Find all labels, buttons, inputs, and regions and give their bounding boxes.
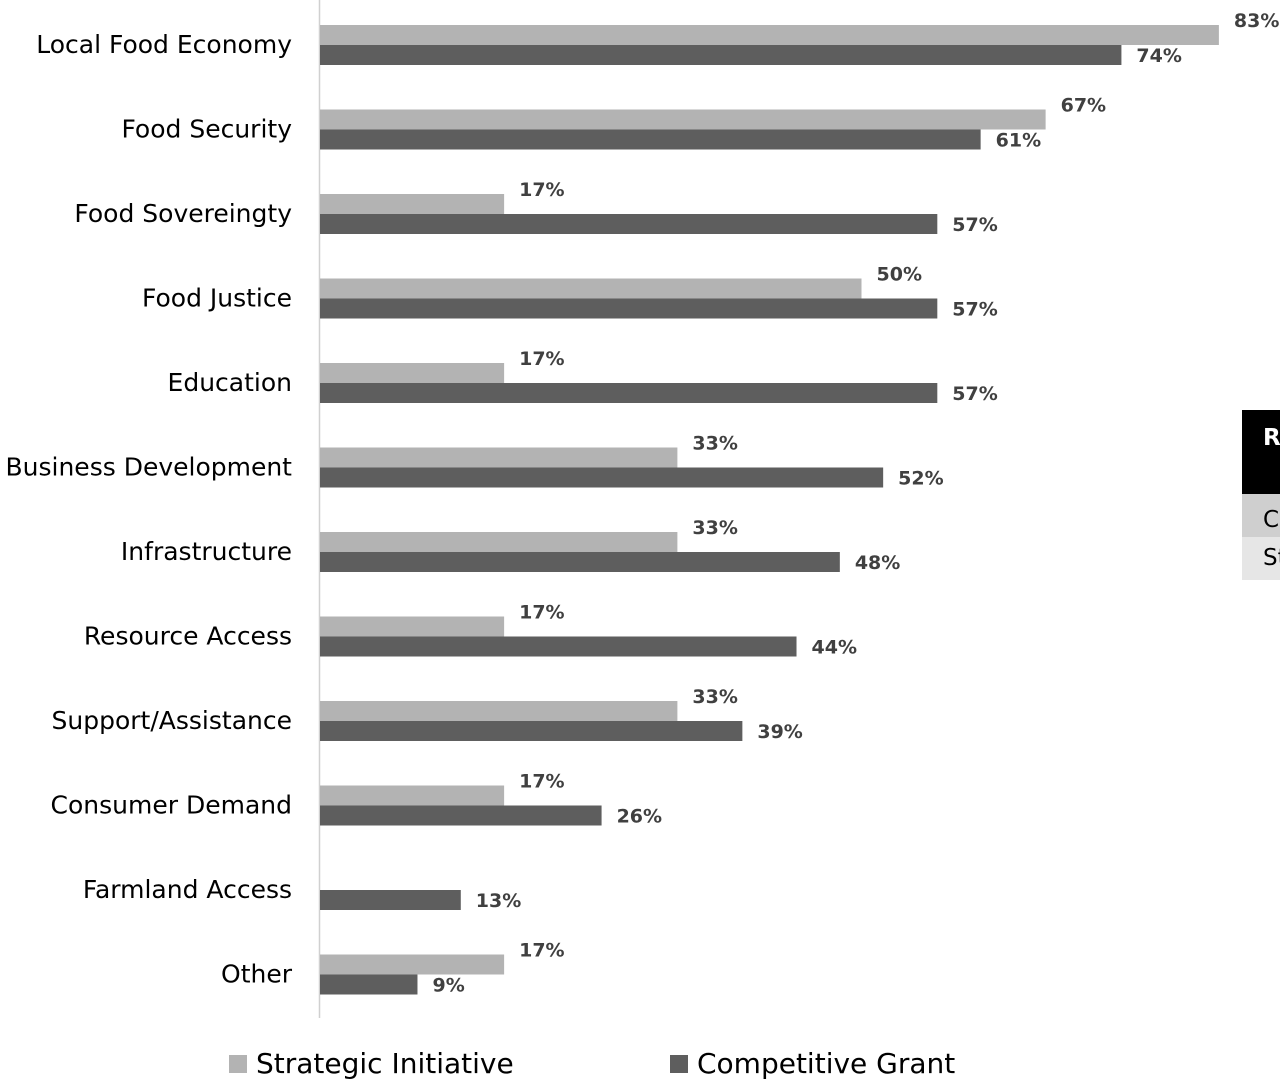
bar-strategic-initiative-consumer-demand xyxy=(320,785,505,806)
data-label-strategic-initiative-support-assistance: 33% xyxy=(692,686,737,708)
category-label-support-assistance: Support/Assistance xyxy=(52,706,292,735)
category-label-food-justice: Food Justice xyxy=(142,284,292,313)
bar-competitive-grant-food-justice xyxy=(320,298,938,319)
category-label-consumer-demand: Consumer Demand xyxy=(51,791,292,820)
category-label-education: Education xyxy=(168,368,292,397)
bars-layer xyxy=(320,25,1219,995)
data-label-competitive-grant-education: 57% xyxy=(952,383,997,405)
bar-strategic-initiative-infrastructure xyxy=(320,532,678,552)
data-label-competitive-grant-farmland-access: 13% xyxy=(476,890,521,912)
legend: Strategic Initiative Competitive Grant xyxy=(229,1047,955,1080)
bar-strategic-initiative-business-development xyxy=(320,447,678,468)
bar-competitive-grant-infrastructure xyxy=(320,552,840,572)
side-table: R C St xyxy=(1242,410,1280,580)
bar-strategic-initiative-food-justice xyxy=(320,278,862,299)
bar-strategic-initiative-support-assistance xyxy=(320,701,678,721)
data-label-competitive-grant-food-security: 61% xyxy=(996,130,1041,152)
data-label-competitive-grant-business-development: 52% xyxy=(898,468,943,490)
side-table-row: C xyxy=(1242,494,1280,537)
category-label-infrastructure: Infrastructure xyxy=(121,537,292,566)
legend-swatch-strategic-initiative xyxy=(229,1055,247,1073)
data-label-strategic-initiative-education: 17% xyxy=(519,348,564,370)
bar-strategic-initiative-food-sovereingty xyxy=(320,194,505,214)
side-table-row: St xyxy=(1242,537,1280,580)
data-label-strategic-initiative-infrastructure: 33% xyxy=(692,517,737,539)
data-label-competitive-grant-other: 9% xyxy=(432,975,464,997)
bar-competitive-grant-food-sovereingty xyxy=(320,214,938,234)
data-label-strategic-initiative-consumer-demand: 17% xyxy=(519,771,564,793)
legend-label-strategic-initiative: Strategic Initiative xyxy=(256,1047,514,1080)
data-label-strategic-initiative-other: 17% xyxy=(519,940,564,962)
category-label-local-food-economy: Local Food Economy xyxy=(36,30,292,59)
bar-strategic-initiative-education xyxy=(320,363,505,383)
legend-swatch-competitive-grant xyxy=(670,1055,688,1073)
data-label-competitive-grant-consumer-demand: 26% xyxy=(617,806,662,828)
data-label-strategic-initiative-food-sovereingty: 17% xyxy=(519,179,564,201)
bar-strategic-initiative-other xyxy=(320,954,505,975)
category-label-other: Other xyxy=(221,960,293,989)
labels-layer: Local Food Economy 83% 74% Food Security 67%… xyxy=(6,10,1280,997)
bar-strategic-initiative-food-security xyxy=(320,109,1046,130)
bar-competitive-grant-consumer-demand xyxy=(320,805,602,826)
category-label-resource-access: Resource Access xyxy=(84,622,292,651)
data-label-competitive-grant-food-sovereingty: 57% xyxy=(952,214,997,236)
legend-label-competitive-grant: Competitive Grant xyxy=(697,1047,955,1080)
data-label-competitive-grant-resource-access: 44% xyxy=(812,637,857,659)
category-label-business-development: Business Development xyxy=(6,453,293,482)
data-label-strategic-initiative-food-security: 67% xyxy=(1061,95,1106,117)
bar-competitive-grant-local-food-economy xyxy=(320,45,1122,65)
bar-strategic-initiative-local-food-economy xyxy=(320,25,1219,45)
side-table-header: R xyxy=(1242,410,1280,494)
category-label-food-security: Food Security xyxy=(121,115,292,144)
bar-competitive-grant-farmland-access xyxy=(320,890,461,910)
category-label-farmland-access: Farmland Access xyxy=(83,875,292,904)
category-label-food-sovereingty: Food Sovereingty xyxy=(74,199,292,228)
data-label-strategic-initiative-business-development: 33% xyxy=(692,433,737,455)
bar-competitive-grant-food-security xyxy=(320,129,981,150)
data-label-strategic-initiative-resource-access: 17% xyxy=(519,602,564,624)
bar-competitive-grant-resource-access xyxy=(320,636,797,657)
bar-competitive-grant-other xyxy=(320,974,418,995)
data-label-competitive-grant-local-food-economy: 74% xyxy=(1136,45,1181,67)
data-label-competitive-grant-food-justice: 57% xyxy=(952,299,997,321)
data-label-strategic-initiative-local-food-economy: 83% xyxy=(1234,10,1279,32)
data-label-competitive-grant-support-assistance: 39% xyxy=(757,721,802,743)
bar-competitive-grant-business-development xyxy=(320,467,884,488)
data-label-competitive-grant-infrastructure: 48% xyxy=(855,552,900,574)
bar-competitive-grant-support-assistance xyxy=(320,721,743,741)
bar-competitive-grant-education xyxy=(320,383,938,403)
data-label-strategic-initiative-food-justice: 50% xyxy=(877,264,922,286)
bar-strategic-initiative-resource-access xyxy=(320,616,505,637)
